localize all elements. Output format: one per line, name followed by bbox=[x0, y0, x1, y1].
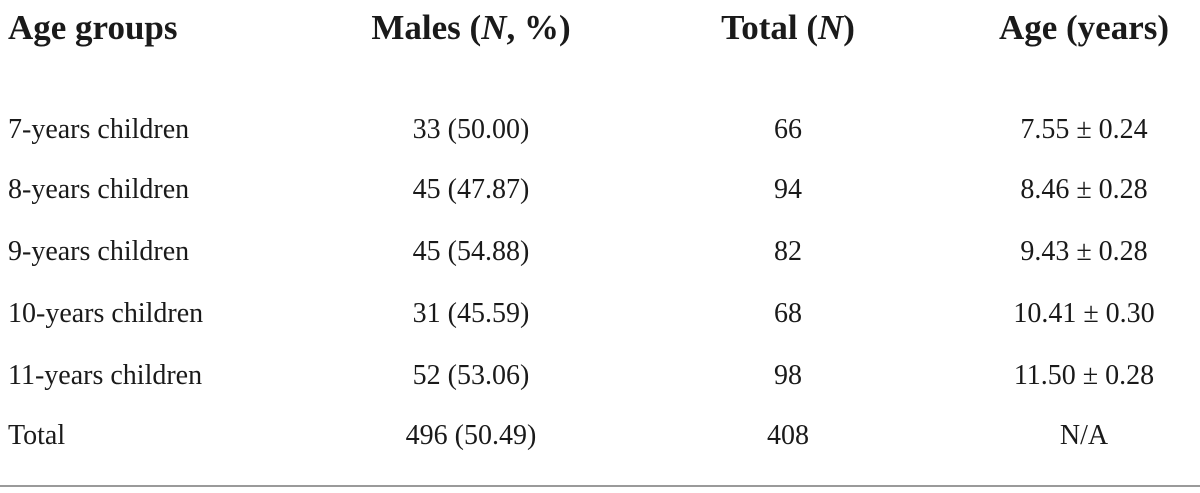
header-cell: Males (N, %) bbox=[371, 8, 570, 48]
table-cell: 31 (45.59) bbox=[412, 298, 530, 329]
table-cell: 10-years children bbox=[8, 298, 204, 329]
table-cell: 7.55 ± 0.24 bbox=[1020, 114, 1148, 145]
table-cell: 11-years children bbox=[8, 360, 203, 391]
table-cell: 66 bbox=[774, 114, 802, 145]
table-cell: 10.41 ± 0.30 bbox=[1013, 298, 1155, 329]
header-text: N bbox=[817, 8, 844, 47]
header-text: Males ( bbox=[371, 8, 482, 47]
header-text: Total ( bbox=[721, 8, 818, 47]
header-cell: Age groups bbox=[8, 8, 178, 48]
table-cell: Total bbox=[8, 420, 66, 451]
table-cell: 8-years children bbox=[8, 174, 190, 205]
table-cell: 94 bbox=[774, 174, 802, 205]
table-cell: 11.50 ± 0.28 bbox=[1013, 360, 1155, 391]
header-cell: Age (years) bbox=[999, 8, 1169, 48]
bottom-rule bbox=[0, 485, 1200, 487]
table-cell: 98 bbox=[774, 360, 802, 391]
table-cell: 33 (50.00) bbox=[412, 114, 530, 145]
table-cell: 82 bbox=[774, 236, 802, 267]
header-text: Age (years) bbox=[998, 8, 1170, 47]
table-cell: 45 (47.87) bbox=[412, 174, 530, 205]
header-text: Age groups bbox=[8, 8, 178, 47]
header-text: ) bbox=[843, 8, 855, 47]
table-cell: 9-years children bbox=[8, 236, 190, 267]
header-cell: Total (N) bbox=[721, 8, 855, 48]
table-cell: 408 bbox=[767, 420, 809, 451]
table-cell: 8.46 ± 0.28 bbox=[1020, 174, 1148, 205]
table-cell: N/A bbox=[1059, 420, 1109, 451]
table-cell: 9.43 ± 0.28 bbox=[1020, 236, 1148, 267]
table-cell: 45 (54.88) bbox=[412, 236, 530, 267]
table-cell: 496 (50.49) bbox=[405, 420, 537, 451]
header-text: , %) bbox=[506, 8, 571, 47]
table-cell: 7-years children bbox=[8, 114, 190, 145]
header-text: N bbox=[481, 8, 507, 47]
table-cell: 52 (53.06) bbox=[412, 360, 530, 391]
table-cell: 68 bbox=[774, 298, 802, 329]
